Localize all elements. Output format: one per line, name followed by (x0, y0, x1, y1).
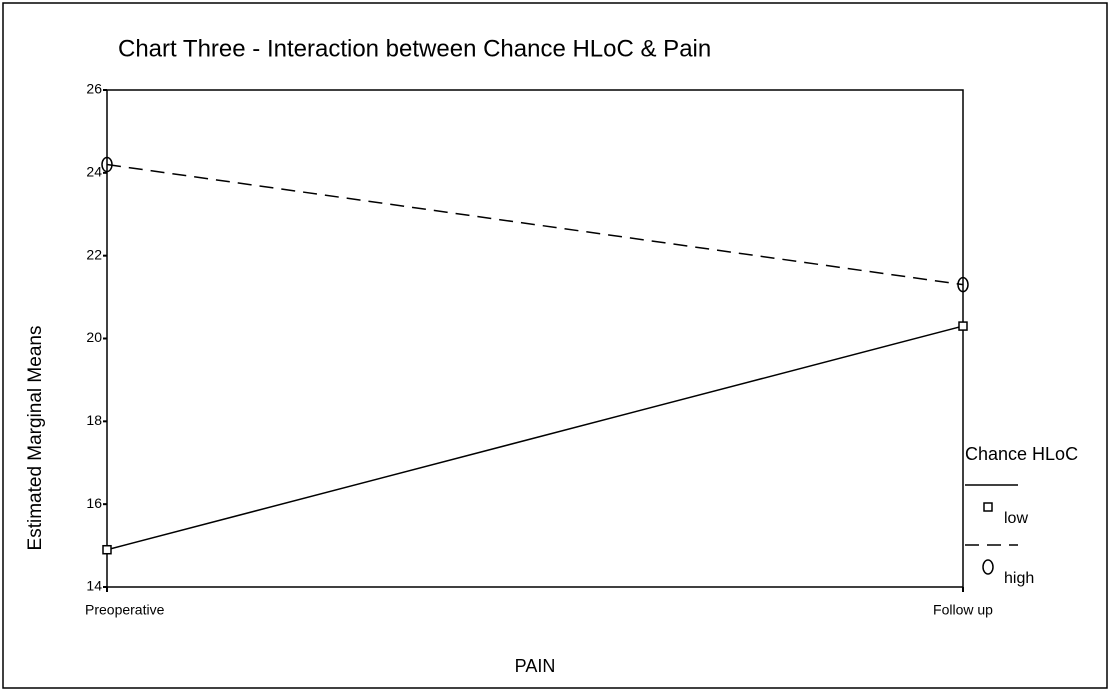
chart-title: Chart Three - Interaction between Chance… (118, 35, 711, 62)
point (958, 321, 968, 331)
x-axis-label: PAIN (515, 656, 556, 676)
y-tick-label: 26 (86, 81, 102, 97)
point (101, 156, 113, 173)
series-line (106, 325, 964, 551)
legend-marker (982, 559, 994, 575)
y-axis-label: Estimated Marginal Means (25, 326, 46, 551)
series-line (106, 163, 964, 286)
legend-title: Chance HLoC (965, 444, 1078, 464)
y-tick-label: 22 (86, 246, 102, 262)
legend-label: low (1004, 510, 1028, 527)
x-tick-label: Follow up (933, 602, 993, 618)
y-tick-label: 14 (86, 578, 102, 594)
legend-marker (983, 502, 993, 512)
y-tick-label: 16 (86, 495, 102, 511)
point (102, 544, 112, 555)
y-tick-label: 20 (86, 329, 102, 345)
point (957, 276, 969, 293)
legend-label: high (1004, 570, 1034, 587)
y-tick-label: 18 (86, 412, 102, 428)
x-tick-label: Preoperative (85, 602, 165, 618)
y-tick-label: 24 (86, 164, 102, 180)
